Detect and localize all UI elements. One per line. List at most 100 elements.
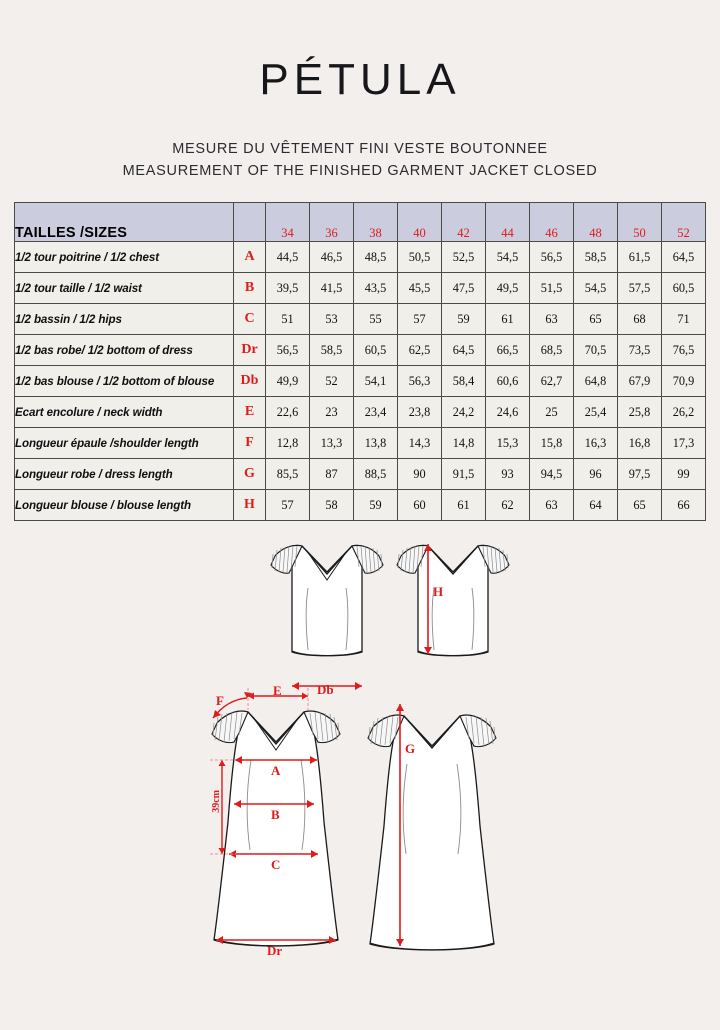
label-g: G (405, 741, 416, 756)
cell-e-size-40: 23,8 (397, 396, 442, 428)
cell-f-size-48: 16,3 (573, 427, 618, 459)
table-row: Longueur épaule /shoulder length F 12,8 13,… (14, 427, 706, 459)
hem-line (213, 938, 339, 947)
sleeve-left (396, 544, 429, 574)
dart-right (345, 587, 349, 651)
label-39cm: 39cm (211, 790, 222, 813)
row-label-f: Longueur épaule /shoulder length (14, 427, 234, 459)
hem-line (369, 942, 495, 951)
cell-h-size-38: 59 (353, 489, 398, 521)
cell-db-size-36: 52 (309, 365, 354, 397)
table-header: TAILLES /SIZES 34 36 38 40 42 44 46 48 5… (14, 202, 706, 242)
cell-db-size-40: 56,3 (397, 365, 442, 397)
cell-f-size-42: 14,8 (441, 427, 486, 459)
column-header-size-52: 52 (661, 202, 706, 242)
row-label-e: Ecart encolure / neck width (14, 396, 234, 428)
column-header-size-44: 44 (485, 202, 530, 242)
row-label-b: 1/2 tour taille / 1/2 waist (14, 272, 234, 304)
dr-measure-arrow (216, 936, 336, 944)
cell-dr-size-34: 56,5 (265, 334, 310, 366)
row-letter-h: H (233, 489, 266, 521)
e-measure-arrow (247, 688, 309, 710)
table-row: 1/2 tour poitrine / 1/2 chest A 44,5 46,5 48… (14, 241, 706, 273)
label-h: H (433, 584, 444, 599)
dress-back-view: G (352, 686, 512, 981)
cell-a-size-38: 48,5 (353, 241, 398, 273)
row-letter-g: G (233, 458, 266, 490)
column-header-letter (233, 202, 266, 242)
sleeve-right (351, 544, 384, 574)
a-measure-arrow (235, 756, 317, 764)
label-e: E (273, 683, 282, 698)
column-header-size-50: 50 (617, 202, 662, 242)
subtitle-block: MESURE DU VÊTEMENT FINI VESTE BOUTONNEE … (0, 138, 720, 183)
cell-f-size-34: 12,8 (265, 427, 310, 459)
cell-db-size-34: 49,9 (265, 365, 310, 397)
cell-a-size-46: 56,5 (529, 241, 574, 273)
sleeve-right (459, 714, 497, 748)
cell-a-size-52: 64,5 (661, 241, 706, 273)
cell-e-size-46: 25 (529, 396, 574, 428)
sleeve-gather-hatch-right (309, 711, 340, 743)
dart-left (402, 763, 408, 855)
cell-a-size-48: 58,5 (573, 241, 618, 273)
cell-e-size-48: 25,4 (573, 396, 618, 428)
column-header-sizes-title: TAILLES /SIZES (14, 202, 234, 242)
label-b: B (271, 807, 280, 822)
cell-c-size-52: 71 (661, 303, 706, 335)
cell-dr-size-38: 60,5 (353, 334, 398, 366)
cell-b-size-38: 43,5 (353, 272, 398, 304)
sleeve-gather-hatch-left (397, 545, 424, 573)
table-row: 1/2 tour taille / 1/2 waist B 39,5 41,5 43,5… (14, 272, 706, 304)
sleeve-left (367, 714, 405, 748)
hem-line (291, 650, 363, 656)
dart-left (246, 759, 252, 851)
blouse-front-view: Db (262, 530, 392, 696)
table-body: 1/2 tour poitrine / 1/2 chest A 44,5 46,5 48… (14, 241, 706, 521)
cell-g-size-48: 96 (573, 458, 618, 490)
table-row: Longueur blouse / blouse length H 57 58 59 60… (14, 489, 706, 521)
cell-dr-size-36: 58,5 (309, 334, 354, 366)
dart-left (305, 587, 309, 651)
cell-f-size-38: 13,8 (353, 427, 398, 459)
row-label-c: 1/2 bassin / 1/2 hips (14, 303, 234, 335)
cell-db-size-46: 62,7 (529, 365, 574, 397)
size-chart-table: TAILLES /SIZES 34 36 38 40 42 44 46 48 5… (14, 202, 706, 521)
column-header-size-36: 36 (309, 202, 354, 242)
cell-dr-size-48: 70,5 (573, 334, 618, 366)
cell-b-size-50: 57,5 (617, 272, 662, 304)
row-label-db: 1/2 bas blouse / 1/2 bottom of blouse (14, 365, 234, 397)
cell-c-size-48: 65 (573, 303, 618, 335)
neckline-outer (427, 545, 479, 575)
label-dr: Dr (267, 943, 283, 958)
cell-h-size-44: 62 (485, 489, 530, 521)
neckline-inner (252, 716, 300, 751)
sleeve-gather-hatch-right (356, 545, 383, 573)
cell-c-size-36: 53 (309, 303, 354, 335)
cell-db-size-44: 60,6 (485, 365, 530, 397)
cell-g-size-44: 93 (485, 458, 530, 490)
sleeve-gather-hatch-right (465, 715, 496, 747)
cell-b-size-36: 41,5 (309, 272, 354, 304)
row-label-dr: 1/2 bas robe/ 1/2 bottom of dress (14, 334, 234, 366)
dress-front-view: E F A B C Dr 39cm (196, 682, 356, 977)
cell-c-size-38: 55 (353, 303, 398, 335)
g-measure-arrow (396, 704, 404, 946)
cell-b-size-46: 51,5 (529, 272, 574, 304)
cell-h-size-40: 60 (397, 489, 442, 521)
sleeve-right (303, 710, 341, 744)
column-header-size-40: 40 (397, 202, 442, 242)
cell-h-size-36: 58 (309, 489, 354, 521)
cell-e-size-34: 22,6 (265, 396, 310, 428)
cell-dr-size-46: 68,5 (529, 334, 574, 366)
cell-db-size-48: 64,8 (573, 365, 618, 397)
cell-f-size-52: 17,3 (661, 427, 706, 459)
table-row: 1/2 bassin / 1/2 hips C 51 53 55 57 59 61 63 65 68… (14, 303, 706, 335)
cell-dr-size-40: 62,5 (397, 334, 442, 366)
table-header-row: TAILLES /SIZES 34 36 38 40 42 44 46 48 5… (14, 202, 706, 242)
dart-right (300, 759, 306, 851)
cell-g-size-34: 85,5 (265, 458, 310, 490)
row-label-h: Longueur blouse / blouse length (14, 489, 234, 521)
cell-h-size-46: 63 (529, 489, 574, 521)
cell-dr-size-52: 76,5 (661, 334, 706, 366)
